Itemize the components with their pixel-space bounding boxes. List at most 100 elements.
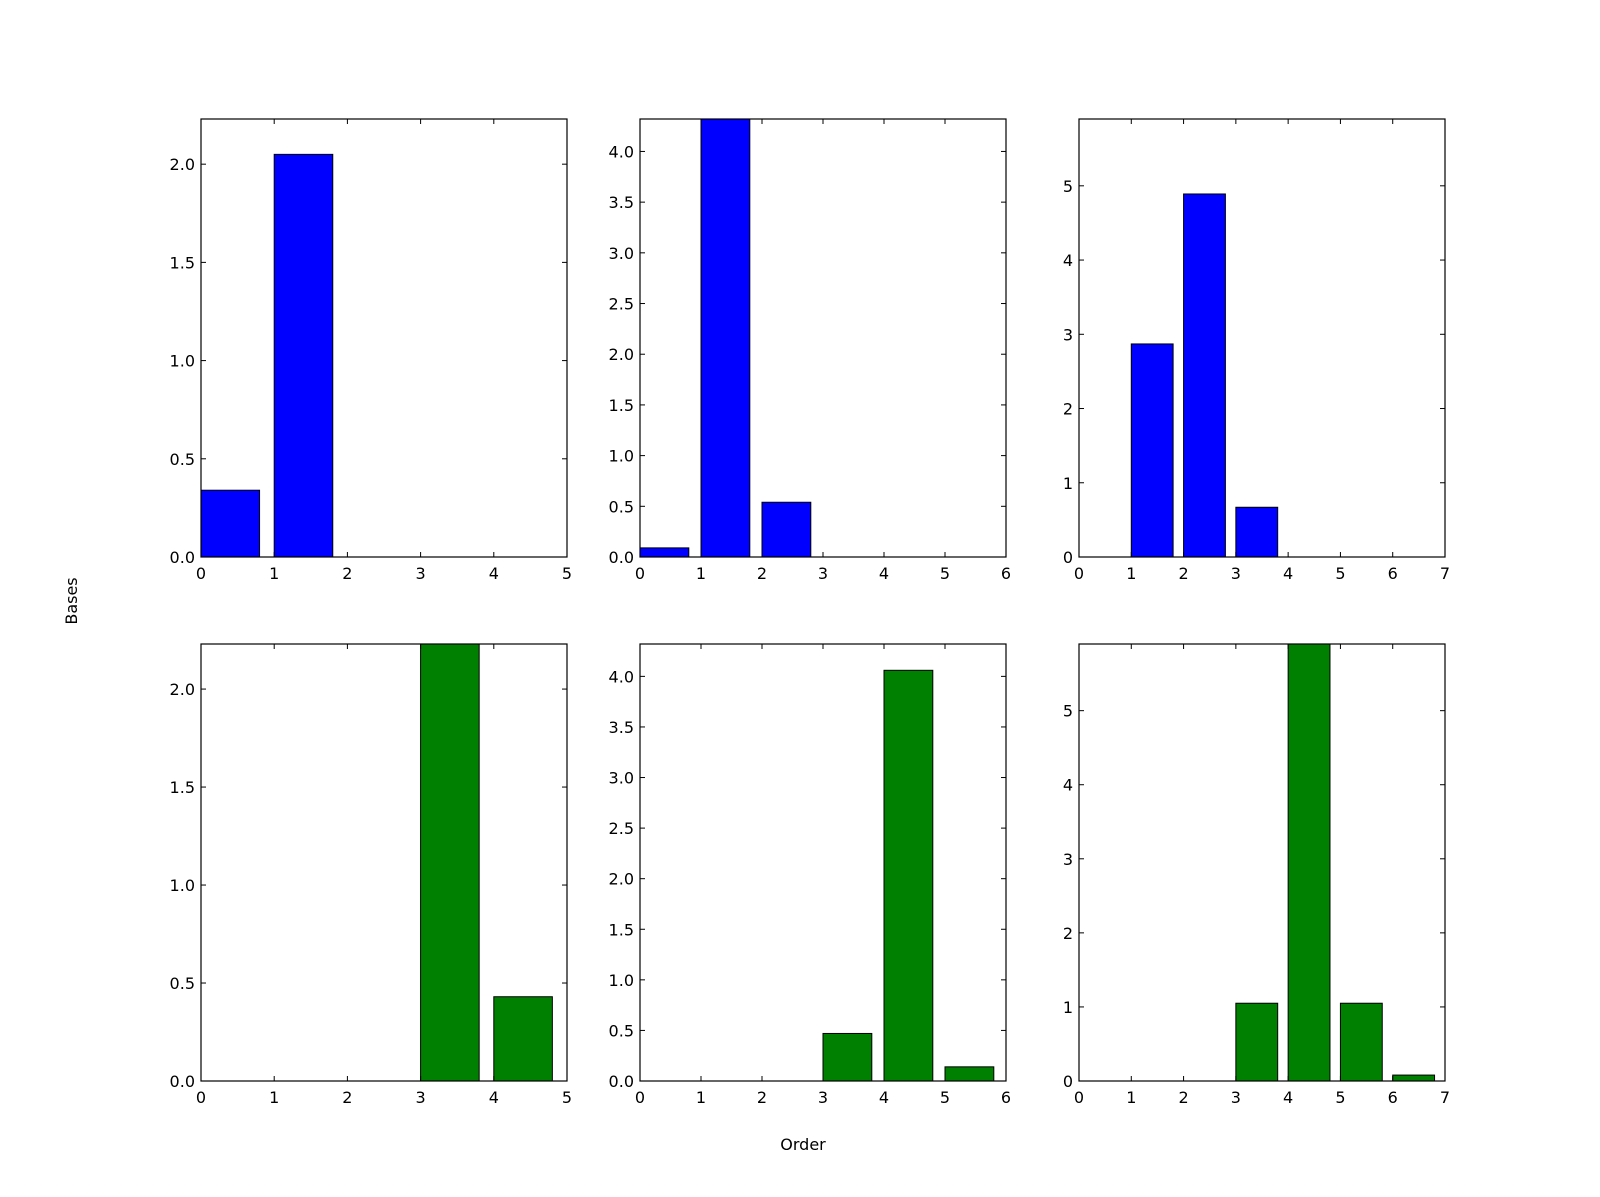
x-tick-label: 5: [562, 1088, 572, 1107]
x-tick-label: 0: [1074, 1088, 1084, 1107]
y-tick-label: 3: [1063, 850, 1073, 869]
subplot-1: 0 1 2 3 4 5 0.0 0.5 1.0 1.5 2.0: [170, 118, 572, 583]
x-tick-label: 3: [416, 1088, 426, 1107]
figure-ylabel: Bases: [62, 577, 81, 624]
y-tick-label: 1: [1063, 998, 1073, 1017]
y-tick-label: 2.0: [609, 345, 634, 364]
bar-3: [420, 643, 480, 1082]
x-tick-label: 3: [818, 564, 828, 583]
y-tick-label: 5: [1063, 702, 1073, 721]
bar-0: [200, 489, 261, 558]
x-tick-label: 2: [1178, 564, 1188, 583]
subplot-5: 0 1 2 3 4 5 6 0.0 0.5 1.0 1.5 2.0 2.5 3.0 3.5 4.0: [609, 643, 1011, 1107]
y-tick-label: 1.0: [609, 447, 634, 466]
bar-3: [1235, 506, 1279, 558]
y-tick-label: 1.0: [170, 876, 195, 895]
y-tick-label: 2.5: [609, 819, 634, 838]
x-tick-label: 1: [1126, 1088, 1136, 1107]
bar-6: [1392, 1074, 1436, 1082]
bar-5: [1339, 1002, 1383, 1082]
bar-4: [493, 996, 553, 1082]
x-tick-label: 2: [342, 564, 352, 583]
y-tick-label: 1.5: [609, 396, 634, 415]
y-tick-label: 1.0: [170, 352, 195, 371]
bar-1: [700, 118, 751, 558]
subplot-4: 0 1 2 3 4 5 0.0 0.5 1.0 1.5 2.0: [170, 643, 572, 1107]
x-tick-label: 4: [1283, 1088, 1293, 1107]
bar-1: [1130, 343, 1174, 558]
y-tick-label: 1: [1063, 474, 1073, 493]
y-tick-label: 1.0: [609, 971, 634, 990]
y-tick-label: 2.5: [609, 295, 634, 314]
y-tick-label: 3.5: [609, 718, 634, 737]
y-tick-label: 0.0: [609, 548, 634, 567]
x-tick-label: 2: [757, 564, 767, 583]
y-tick-label: 0.5: [609, 1021, 634, 1040]
y-tick-label: 2: [1063, 400, 1073, 419]
x-tick-label: 5: [562, 564, 572, 583]
axes-frame: [200, 643, 568, 1082]
x-tick-label: 0: [1074, 564, 1084, 583]
bar-2: [1183, 193, 1226, 558]
bars: [639, 118, 812, 558]
x-tick-label: 5: [940, 564, 950, 583]
x-tick-label: 3: [1231, 1088, 1241, 1107]
figure-xlabel: Order: [780, 1135, 826, 1154]
x-tick-label: 3: [416, 564, 426, 583]
x-tick-label: 4: [489, 564, 499, 583]
x-tick-label: 1: [269, 564, 279, 583]
bars: [420, 643, 553, 1082]
y-tick-label: 1.5: [170, 253, 195, 272]
x-tick-label: 4: [1283, 564, 1293, 583]
x-tick-label: 1: [696, 564, 706, 583]
bar-1: [273, 153, 334, 558]
y-tick-label: 4.0: [609, 142, 634, 161]
y-tick-label: 3.0: [609, 244, 634, 263]
axes-frame: [1078, 643, 1446, 1082]
subplot-6: 0 1 2 3 4 5 6 7 0 1 2 3 4 5: [1063, 643, 1450, 1107]
x-tick-label: 4: [879, 1088, 889, 1107]
x-tick-label: 6: [1388, 564, 1398, 583]
y-tick-label: 2.0: [170, 680, 195, 699]
x-tick-label: 0: [196, 1088, 206, 1107]
y-tick-label: 2.0: [170, 155, 195, 174]
y-tick-label: 4: [1063, 776, 1073, 795]
x-tick-label: 7: [1440, 1088, 1450, 1107]
subplot-grid: 0 1 2 3 4 5 0.0 0.5 1.0 1.5 2.0 0 1 2 3 4 5 6 0.0 0.5 1.0 1.5…: [170, 118, 1450, 1107]
y-tick-label: 1.5: [170, 778, 195, 797]
y-tick-label: 2: [1063, 924, 1073, 943]
y-tick-label: 0.0: [170, 548, 195, 567]
y-tick-label: 0.5: [170, 450, 195, 469]
x-tick-label: 1: [696, 1088, 706, 1107]
bars: [200, 153, 334, 558]
y-tick-label: 3.5: [609, 193, 634, 212]
bar-4: [883, 669, 934, 1082]
x-tick-label: 1: [1126, 564, 1136, 583]
x-tick-label: 7: [1440, 564, 1450, 583]
x-tick-label: 3: [818, 1088, 828, 1107]
x-tick-label: 2: [342, 1088, 352, 1107]
x-tick-label: 5: [1335, 1088, 1345, 1107]
x-tick-label: 2: [757, 1088, 767, 1107]
bar-0: [639, 547, 690, 558]
axes-frame: [200, 118, 568, 558]
x-tick-label: 0: [635, 564, 645, 583]
y-tick-label: 5: [1063, 177, 1073, 196]
subplot-2: 0 1 2 3 4 5 6 0.0 0.5 1.0 1.5 2.0 2.5 3.0 3.5 4.0: [609, 118, 1011, 583]
x-tick-label: 4: [879, 564, 889, 583]
x-tick-label: 6: [1001, 564, 1011, 583]
bar-4: [1287, 643, 1331, 1082]
bar-5: [944, 1066, 995, 1082]
x-tick-label: 0: [196, 564, 206, 583]
bar-3: [822, 1032, 873, 1082]
x-tick-label: 6: [1001, 1088, 1011, 1107]
y-tick-label: 1.5: [609, 920, 634, 939]
y-tick-label: 0: [1063, 1072, 1073, 1091]
x-tick-label: 1: [269, 1088, 279, 1107]
x-tick-label: 5: [1335, 564, 1345, 583]
y-tick-label: 0.0: [170, 1072, 195, 1091]
x-tick-label: 3: [1231, 564, 1241, 583]
bar-2: [761, 501, 812, 558]
